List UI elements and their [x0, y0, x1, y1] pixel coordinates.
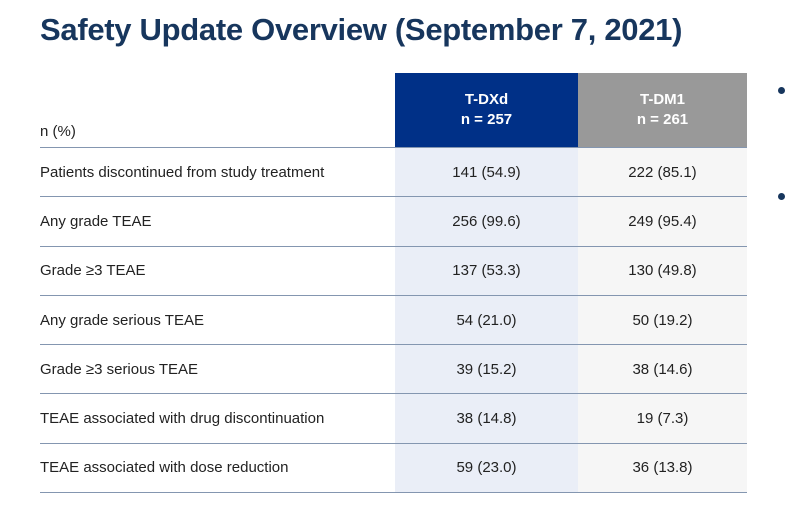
table-row: Patients discontinued from study treatme… [40, 148, 747, 198]
tdm1-value: 222 (85.1) [578, 148, 747, 197]
table-row: Any grade TEAE 256 (99.6) 249 (95.4) [40, 197, 747, 247]
tdxd-value: 137 (53.3) [395, 246, 578, 295]
tdm1-arm-n: n = 261 [636, 111, 689, 128]
slide-title: Safety Update Overview (September 7, 202… [40, 12, 683, 47]
tdxd-value: 141 (54.9) [395, 148, 578, 197]
tdm1-arm-name: T-DM1 [640, 90, 685, 108]
tdxd-value: 54 (21.0) [395, 295, 578, 345]
tdxd-value: 59 (23.0) [395, 443, 578, 493]
tdm1-value: 50 (19.2) [578, 295, 747, 345]
row-header-label: n (%) [40, 73, 395, 147]
row-label: Patients discontinued from study treatme… [40, 163, 325, 181]
row-label: TEAE associated with dose reduction [40, 459, 289, 477]
column-header-tdm1: T-DM1 n = 261 [578, 73, 747, 147]
tdm1-value: 38 (14.6) [578, 345, 747, 394]
table-row: Any grade serious TEAE 54 (21.0) 50 (19.… [40, 295, 747, 346]
tdxd-value: 38 (14.8) [395, 394, 578, 443]
row-label: Grade ≥3 serious TEAE [40, 360, 199, 378]
column-header-tdxd: T-DXd n = 257 [395, 73, 578, 147]
table-row: Grade ≥3 serious TEAE 39 (15.2) 38 (14.6… [40, 345, 747, 395]
row-label: Any grade serious TEAE [40, 311, 204, 329]
tdm1-value: 249 (95.4) [578, 197, 747, 246]
tdm1-value: 36 (13.8) [578, 443, 747, 493]
row-label: Grade ≥3 TEAE [40, 262, 146, 280]
bullet-point-icon [778, 193, 785, 200]
bullet-point-icon [778, 87, 785, 94]
tdxd-arm-name: T-DXd [464, 90, 509, 108]
tdxd-value: 39 (15.2) [395, 345, 578, 394]
table-header-row: n (%) T-DXd n = 257 T-DM1 n = 261 [40, 73, 747, 148]
table-row: TEAE associated with drug discontinuatio… [40, 394, 747, 444]
n-percent-label: n (%) [40, 123, 76, 140]
tdm1-value: 130 (49.8) [578, 246, 747, 295]
table-row: Grade ≥3 TEAE 137 (53.3) 130 (49.8) [40, 246, 747, 296]
row-label: TEAE associated with drug discontinuatio… [40, 410, 325, 428]
tdxd-arm-n: n = 257 [460, 111, 513, 128]
row-label: Any grade TEAE [40, 212, 152, 230]
tdxd-value: 256 (99.6) [395, 197, 578, 246]
tdm1-value: 19 (7.3) [578, 394, 747, 443]
safety-summary-table: n (%) T-DXd n = 257 T-DM1 n = 261 Patien… [40, 73, 747, 494]
table-row: TEAE associated with dose reduction 59 (… [40, 443, 747, 494]
